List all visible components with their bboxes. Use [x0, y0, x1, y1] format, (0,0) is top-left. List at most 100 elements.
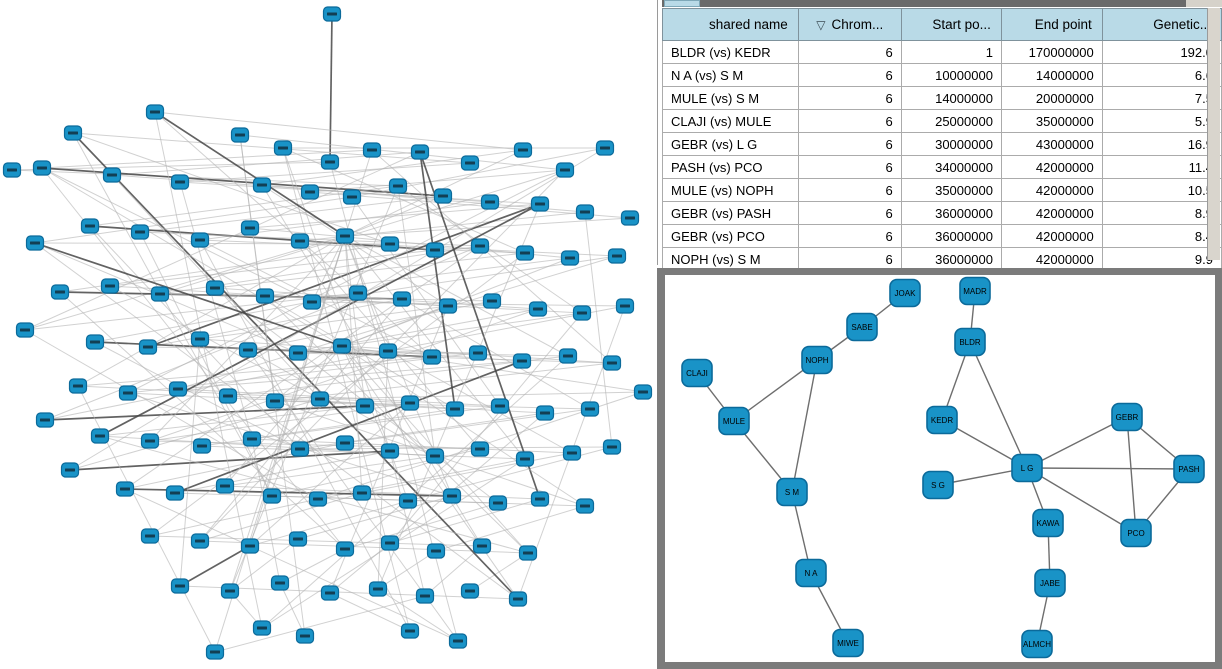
- network-node[interactable]: [138, 339, 158, 355]
- network-node[interactable]: [400, 623, 420, 639]
- network-node[interactable]: [460, 155, 480, 171]
- table-cell[interactable]: MULE (vs) S M: [662, 86, 799, 110]
- network-node[interactable]: [368, 581, 388, 597]
- node-kawa[interactable]: KAWA: [1032, 508, 1064, 538]
- table-cell[interactable]: 42000000: [1000, 247, 1103, 271]
- network-node[interactable]: [470, 441, 490, 457]
- network-node[interactable]: [448, 633, 468, 649]
- network-node[interactable]: [620, 210, 640, 226]
- node-gebr[interactable]: GEBR: [1111, 402, 1143, 432]
- network-node[interactable]: [80, 218, 100, 234]
- main-network-panel[interactable]: [0, 0, 655, 669]
- table-cell[interactable]: 6: [797, 155, 902, 179]
- network-node[interactable]: [190, 331, 210, 347]
- network-node[interactable]: [205, 280, 225, 296]
- table-cell[interactable]: 36000000: [900, 247, 1002, 271]
- network-node[interactable]: [442, 488, 462, 504]
- table-cell[interactable]: 42000000: [1000, 155, 1103, 179]
- network-node[interactable]: [490, 398, 510, 414]
- table-cell[interactable]: 16.9: [1101, 132, 1222, 156]
- network-node[interactable]: [35, 412, 55, 428]
- network-node[interactable]: [290, 441, 310, 457]
- node-pash[interactable]: PASH: [1173, 454, 1205, 484]
- network-node[interactable]: [240, 538, 260, 554]
- network-edge[interactable]: [1026, 467, 1137, 534]
- network-node[interactable]: [380, 443, 400, 459]
- network-node[interactable]: [335, 541, 355, 557]
- network-node[interactable]: [335, 435, 355, 451]
- network-node[interactable]: [85, 334, 105, 350]
- network-node[interactable]: [607, 248, 627, 264]
- network-node[interactable]: [310, 391, 330, 407]
- table-cell[interactable]: 6: [797, 247, 902, 271]
- network-node[interactable]: [290, 233, 310, 249]
- network-node[interactable]: [472, 538, 492, 554]
- node-s-g[interactable]: S G: [922, 470, 954, 500]
- network-node[interactable]: [355, 398, 375, 414]
- network-node[interactable]: [480, 194, 500, 210]
- network-node[interactable]: [205, 644, 225, 660]
- table-cell[interactable]: 6: [797, 178, 902, 202]
- network-node[interactable]: [515, 245, 535, 261]
- network-node[interactable]: [2, 162, 22, 178]
- network-node[interactable]: [32, 160, 52, 176]
- table-cell[interactable]: 35000000: [900, 178, 1002, 202]
- node-pco[interactable]: PCO: [1120, 518, 1152, 548]
- edge-attribute-table[interactable]: shared name ▽ Chrom... Start po... End point…: [662, 8, 1222, 271]
- network-node[interactable]: [230, 127, 250, 143]
- table-cell[interactable]: 170000000: [1000, 40, 1103, 64]
- network-node[interactable]: [190, 232, 210, 248]
- network-node[interactable]: [15, 322, 35, 338]
- network-node[interactable]: [242, 431, 262, 447]
- table-cell[interactable]: 25000000: [900, 109, 1002, 133]
- network-node[interactable]: [25, 235, 45, 251]
- network-node[interactable]: [100, 278, 120, 294]
- node-jabe[interactable]: JABE: [1034, 568, 1066, 598]
- network-node[interactable]: [273, 140, 293, 156]
- network-edge[interactable]: [1026, 467, 1190, 470]
- network-node[interactable]: [302, 294, 322, 310]
- network-node[interactable]: [433, 188, 453, 204]
- network-node[interactable]: [580, 401, 600, 417]
- network-node[interactable]: [572, 305, 592, 321]
- network-node[interactable]: [398, 493, 418, 509]
- network-node[interactable]: [270, 575, 290, 591]
- network-node[interactable]: [140, 433, 160, 449]
- network-node[interactable]: [170, 174, 190, 190]
- node-bldr[interactable]: BLDR: [954, 327, 986, 357]
- network-node[interactable]: [378, 343, 398, 359]
- sub-network-graph[interactable]: JOAK SABE NOPH CLAJI MULE MADR BLDR KEDR GEBR PAS…: [665, 275, 1215, 662]
- network-node[interactable]: [562, 445, 582, 461]
- table-cell[interactable]: 42000000: [1000, 178, 1103, 202]
- table-cell[interactable]: 8.9: [1101, 201, 1222, 225]
- network-node[interactable]: [425, 448, 445, 464]
- network-node[interactable]: [388, 178, 408, 194]
- table-cell[interactable]: 6: [797, 224, 902, 248]
- network-node[interactable]: [90, 428, 110, 444]
- network-node[interactable]: [252, 620, 272, 636]
- table-cell[interactable]: 6: [797, 63, 902, 87]
- table-cell[interactable]: 10000000: [900, 63, 1002, 87]
- table-cell[interactable]: PASH (vs) PCO: [662, 155, 799, 179]
- table-cell[interactable]: 6: [797, 132, 902, 156]
- table-row[interactable]: BLDR (vs) KEDR 6 1 170000000 192.0: [662, 40, 1222, 64]
- network-node[interactable]: [288, 345, 308, 361]
- network-node[interactable]: [518, 545, 538, 561]
- table-cell[interactable]: 8.4: [1101, 224, 1222, 248]
- network-node[interactable]: [488, 495, 508, 511]
- network-node[interactable]: [380, 236, 400, 252]
- network-node[interactable]: [362, 142, 382, 158]
- network-edge[interactable]: [791, 359, 818, 493]
- network-node[interactable]: [460, 583, 480, 599]
- network-node[interactable]: [422, 349, 442, 365]
- network-node[interactable]: [300, 184, 320, 200]
- column-header-end-point[interactable]: End point: [1000, 8, 1103, 41]
- table-cell[interactable]: 5.9: [1101, 109, 1222, 133]
- network-node[interactable]: [530, 196, 550, 212]
- node-n-a[interactable]: N A: [795, 558, 827, 588]
- network-node[interactable]: [335, 228, 355, 244]
- network-node[interactable]: [482, 293, 502, 309]
- network-node[interactable]: [470, 238, 490, 254]
- node-noph[interactable]: NOPH: [801, 345, 833, 375]
- network-node[interactable]: [400, 395, 420, 411]
